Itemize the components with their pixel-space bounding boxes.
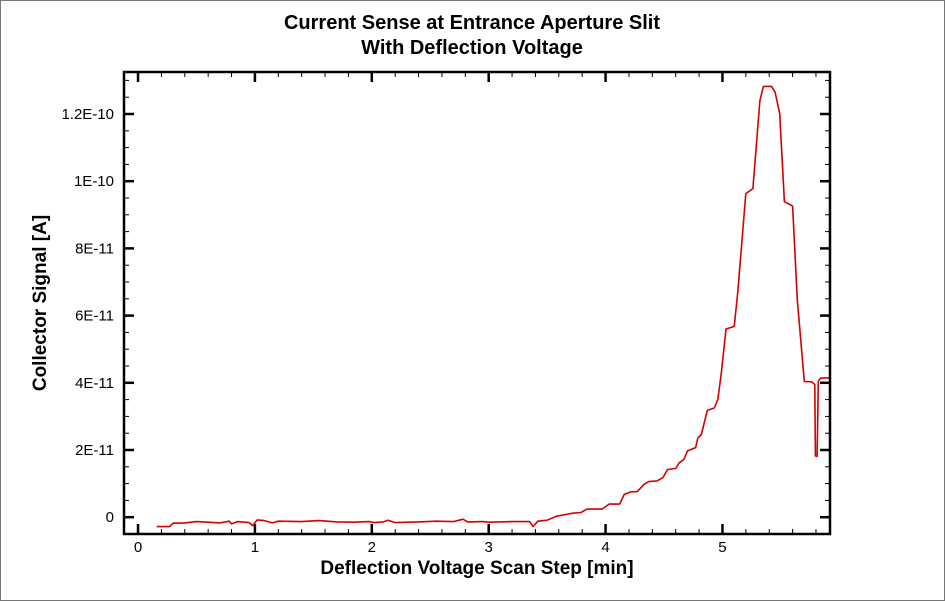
x-tick-label: 4: [601, 539, 609, 556]
plot-frame: [122, 70, 832, 536]
y-tick-label: 6E-11: [75, 308, 114, 325]
y-axis-label: Collector Signal [A]: [30, 215, 51, 391]
x-axis-label: Deflection Voltage Scan Step [min]: [320, 558, 633, 579]
x-tick-label: 1: [251, 539, 259, 556]
y-tick-label: 4E-11: [75, 375, 114, 392]
series-line: [156, 85, 831, 528]
y-tick-label: 0: [106, 509, 114, 526]
chart-title-line-2: With Deflection Voltage: [361, 37, 583, 59]
y-tick-label: 1E-10: [74, 173, 114, 190]
y-tick-label: 8E-11: [75, 240, 114, 257]
x-tick-label: 2: [368, 539, 376, 556]
x-tick-label: 0: [134, 539, 142, 556]
chart-title-line-1: Current Sense at Entrance Aperture Slit: [284, 12, 660, 34]
y-tick-label: 1.2E-10: [61, 106, 114, 123]
y-tick-label: 2E-11: [75, 442, 114, 459]
x-tick-label: 3: [485, 539, 493, 556]
x-tick-label: 5: [718, 539, 726, 556]
